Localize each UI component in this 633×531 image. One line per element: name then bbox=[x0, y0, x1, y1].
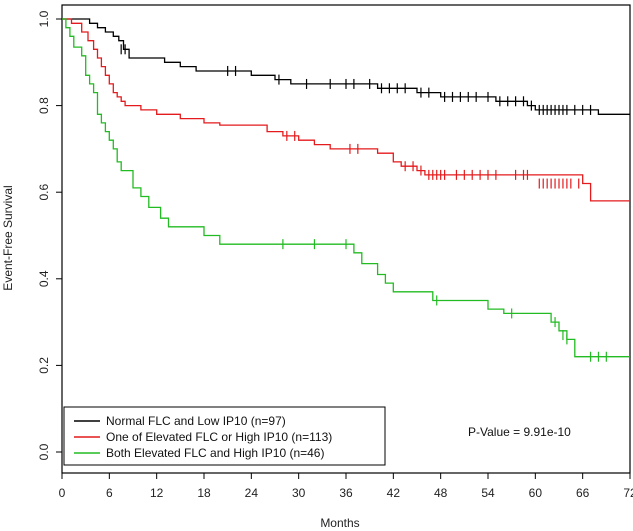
p-value-annotation: P-Value = 9.91e-10 bbox=[468, 425, 571, 439]
x-tick-label: 24 bbox=[245, 486, 259, 500]
x-axis-title: Months bbox=[320, 516, 359, 530]
y-tick-label: 0.6 bbox=[37, 184, 51, 201]
series-0-line bbox=[62, 18, 630, 115]
x-tick-label: 48 bbox=[434, 486, 448, 500]
y-tick-label: 0.2 bbox=[37, 357, 51, 374]
x-tick-label: 36 bbox=[339, 486, 353, 500]
legend-label-1: One of Elevated FLC or High IP10 (n=113) bbox=[106, 430, 332, 444]
series-layer bbox=[62, 18, 630, 362]
legend-label-0: Normal FLC and Low IP10 (n=97) bbox=[106, 414, 286, 428]
y-axis: 0.0 0.2 0.4 0.6 0.8 1.0 bbox=[37, 10, 62, 460]
y-tick-label: 0.4 bbox=[37, 270, 51, 287]
x-tick-label: 54 bbox=[481, 486, 495, 500]
series-1-line bbox=[62, 18, 630, 202]
y-tick-label: 0.0 bbox=[37, 443, 51, 460]
y-tick-label: 0.8 bbox=[37, 97, 51, 114]
legend-box bbox=[63, 406, 386, 466]
plot-frame bbox=[61, 4, 631, 474]
x-axis: 0 6 12 18 24 30 36 42 48 54 60 66 72 bbox=[59, 473, 633, 500]
y-tick-label: 1.0 bbox=[37, 10, 51, 27]
x-tick-label: 30 bbox=[292, 486, 306, 500]
x-tick-label: 72 bbox=[623, 486, 633, 500]
x-tick-label: 66 bbox=[576, 486, 590, 500]
x-tick-label: 42 bbox=[387, 486, 401, 500]
x-tick-label: 6 bbox=[106, 486, 113, 500]
y-axis-title: Event-Free Survival bbox=[1, 185, 15, 290]
legend-label-2: Both Elevated FLC and High IP10 (n=46) bbox=[106, 446, 324, 460]
legend: Normal FLC and Low IP10 (n=97) One of El… bbox=[63, 406, 386, 466]
x-tick-label: 18 bbox=[197, 486, 211, 500]
x-tick-label: 60 bbox=[529, 486, 543, 500]
x-tick-label: 0 bbox=[59, 486, 66, 500]
series-2-line bbox=[62, 18, 630, 358]
x-tick-label: 12 bbox=[150, 486, 164, 500]
